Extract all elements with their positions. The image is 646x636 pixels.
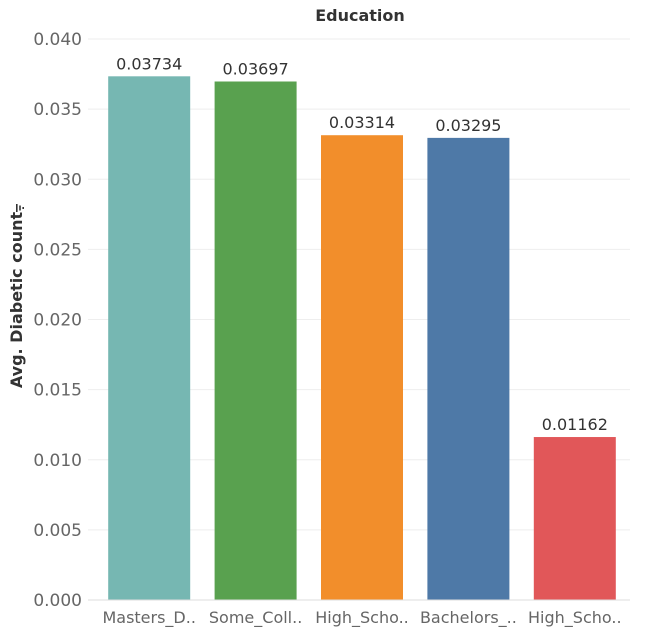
y-tick-label: 0.020 bbox=[33, 311, 82, 331]
x-tick-label: Masters_D.. bbox=[102, 608, 195, 628]
y-tick-label: 0.035 bbox=[33, 100, 82, 120]
filter-icon[interactable] bbox=[16, 204, 25, 212]
y-axis-label: Avg. Diabetic count bbox=[7, 212, 26, 389]
bar[interactable] bbox=[108, 76, 191, 600]
bar-value-label: 0.03314 bbox=[329, 113, 395, 132]
bar-value-label: 0.03295 bbox=[435, 116, 501, 135]
bar-value-label: 0.01162 bbox=[542, 415, 608, 434]
x-tick-label: Bachelors_.. bbox=[420, 608, 517, 628]
y-tick-label: 0.030 bbox=[33, 170, 82, 190]
x-tick-label: Some_Coll.. bbox=[209, 608, 302, 628]
y-tick-label: 0.010 bbox=[33, 451, 82, 471]
bars bbox=[108, 76, 616, 601]
x-tick-label: High_Scho.. bbox=[528, 608, 622, 628]
bar-value-label: 0.03697 bbox=[223, 59, 289, 78]
bar-value-label: 0.03734 bbox=[116, 54, 182, 73]
y-tick-label: 0.005 bbox=[33, 521, 82, 541]
data-labels: 0.03734 0.03697 0.03314 0.03295 0.01162 bbox=[116, 54, 608, 434]
chart-title: Education bbox=[315, 6, 405, 25]
x-axis-ticks: Masters_D.. Some_Coll.. High_Scho.. Bachelo… bbox=[102, 608, 621, 628]
y-tick-label: 0.040 bbox=[33, 30, 82, 50]
bar[interactable] bbox=[321, 135, 403, 601]
y-tick-label: 0.000 bbox=[33, 591, 82, 611]
bar[interactable] bbox=[427, 137, 510, 600]
y-tick-label: 0.015 bbox=[33, 381, 82, 401]
y-tick-label: 0.025 bbox=[33, 240, 82, 260]
x-tick-label: High_Scho.. bbox=[315, 608, 409, 628]
bar[interactable] bbox=[214, 81, 297, 601]
y-axis-ticks: 0.000 0.005 0.010 0.015 0.020 0.025 0.030 0.035… bbox=[33, 30, 82, 611]
bar[interactable] bbox=[533, 437, 616, 600]
y-axis-title: Avg. Diabetic count bbox=[7, 212, 26, 389]
